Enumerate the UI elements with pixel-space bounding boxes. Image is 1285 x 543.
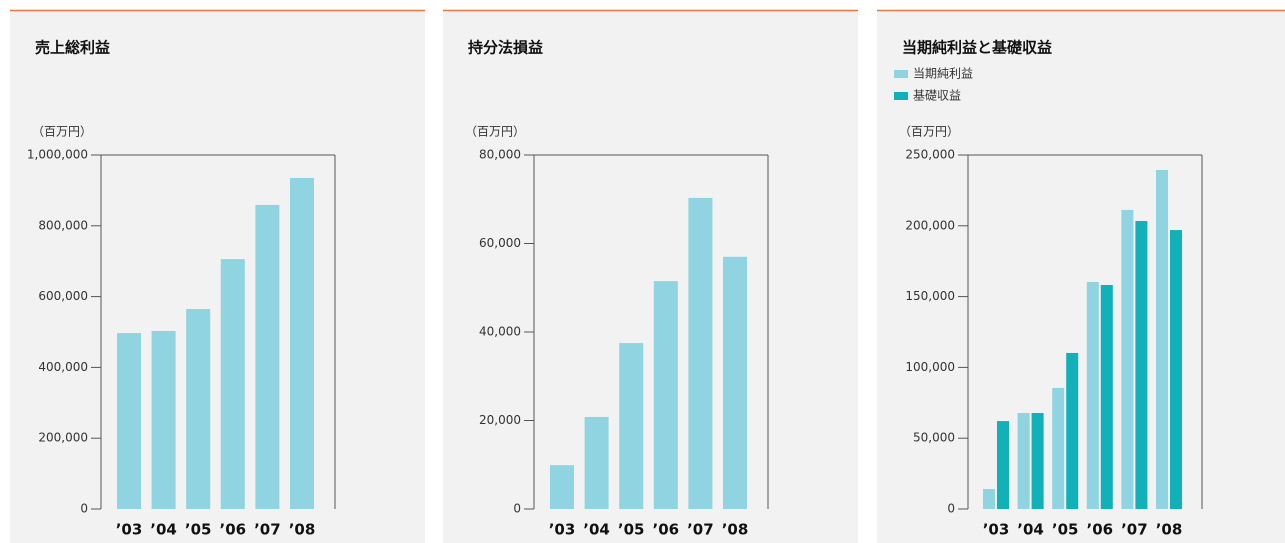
x-tick-label: ’04 (1017, 521, 1044, 539)
bar (653, 281, 678, 509)
y-axis-label: （百万円） (465, 125, 525, 139)
bar (1156, 170, 1168, 510)
x-tick-label: ’06 (1087, 521, 1114, 539)
x-tick-label: ’08 (289, 521, 316, 539)
panel (443, 10, 858, 543)
x-tick-label: ’05 (618, 521, 645, 539)
y-tick-label: 40,000 (479, 325, 521, 339)
x-tick-label: ’08 (722, 521, 749, 539)
y-tick-label: 200,000 (905, 218, 955, 232)
bar (186, 308, 211, 509)
chart-title: 持分法損益 (468, 39, 543, 57)
panel (877, 10, 1285, 543)
legend-label: 当期純利益 (913, 67, 973, 81)
y-tick-label: 1,000,000 (27, 148, 88, 162)
x-tick-label: ’05 (1052, 521, 1079, 539)
y-tick-label: 50,000 (913, 431, 955, 445)
x-tick-label: ’06 (220, 521, 247, 539)
y-tick-label: 0 (80, 502, 88, 516)
x-tick-label: ’07 (1121, 521, 1148, 539)
y-tick-label: 250,000 (905, 148, 955, 162)
bar (1135, 220, 1148, 509)
x-tick-label: ’08 (1156, 521, 1183, 539)
y-tick-label: 200,000 (38, 431, 88, 445)
x-tick-label: ’04 (583, 521, 610, 539)
bar (255, 204, 280, 509)
y-axis-label: （百万円） (32, 125, 92, 139)
y-tick-label: 20,000 (479, 413, 521, 427)
x-tick-label: ’03 (983, 521, 1010, 539)
bar (1031, 412, 1044, 509)
y-tick-label: 400,000 (38, 360, 88, 374)
bar (1052, 387, 1065, 509)
legend-swatch (894, 70, 908, 78)
y-tick-label: 800,000 (38, 218, 88, 232)
chart-title: 当期純利益と基礎収益 (902, 39, 1052, 57)
panel (10, 10, 425, 543)
y-tick-label: 600,000 (38, 289, 88, 303)
x-tick-label: ’04 (150, 521, 177, 539)
x-tick-label: ’06 (653, 521, 680, 539)
bar (723, 256, 747, 509)
legend-label: 基礎収益 (913, 89, 961, 103)
bar (1100, 284, 1113, 509)
y-tick-label: 100,000 (905, 360, 955, 374)
x-tick-label: ’03 (549, 521, 576, 539)
bar (584, 416, 609, 509)
x-tick-label: ’07 (254, 521, 281, 539)
y-tick-label: 150,000 (905, 289, 955, 303)
legend-swatch (894, 92, 908, 100)
bar (1121, 209, 1134, 509)
bar (220, 259, 245, 509)
bar (1170, 230, 1182, 509)
bar (1086, 282, 1099, 509)
bar (983, 489, 995, 509)
bar (290, 178, 314, 509)
bar (151, 330, 176, 509)
bar (619, 343, 644, 509)
y-tick-label: 60,000 (479, 236, 521, 250)
x-tick-label: ’05 (185, 521, 212, 539)
y-tick-label: 0 (947, 502, 955, 516)
y-tick-label: 0 (513, 502, 521, 516)
x-tick-label: ’03 (116, 521, 143, 539)
x-tick-label: ’07 (687, 521, 714, 539)
bar (550, 465, 574, 509)
bar (117, 333, 141, 509)
bar (688, 197, 713, 510)
y-tick-label: 80,000 (479, 148, 521, 162)
bar (1017, 412, 1030, 509)
bar (997, 421, 1009, 509)
chart-title: 売上総利益 (35, 39, 110, 57)
bar (1066, 352, 1079, 509)
y-axis-label: （百万円） (899, 125, 959, 139)
